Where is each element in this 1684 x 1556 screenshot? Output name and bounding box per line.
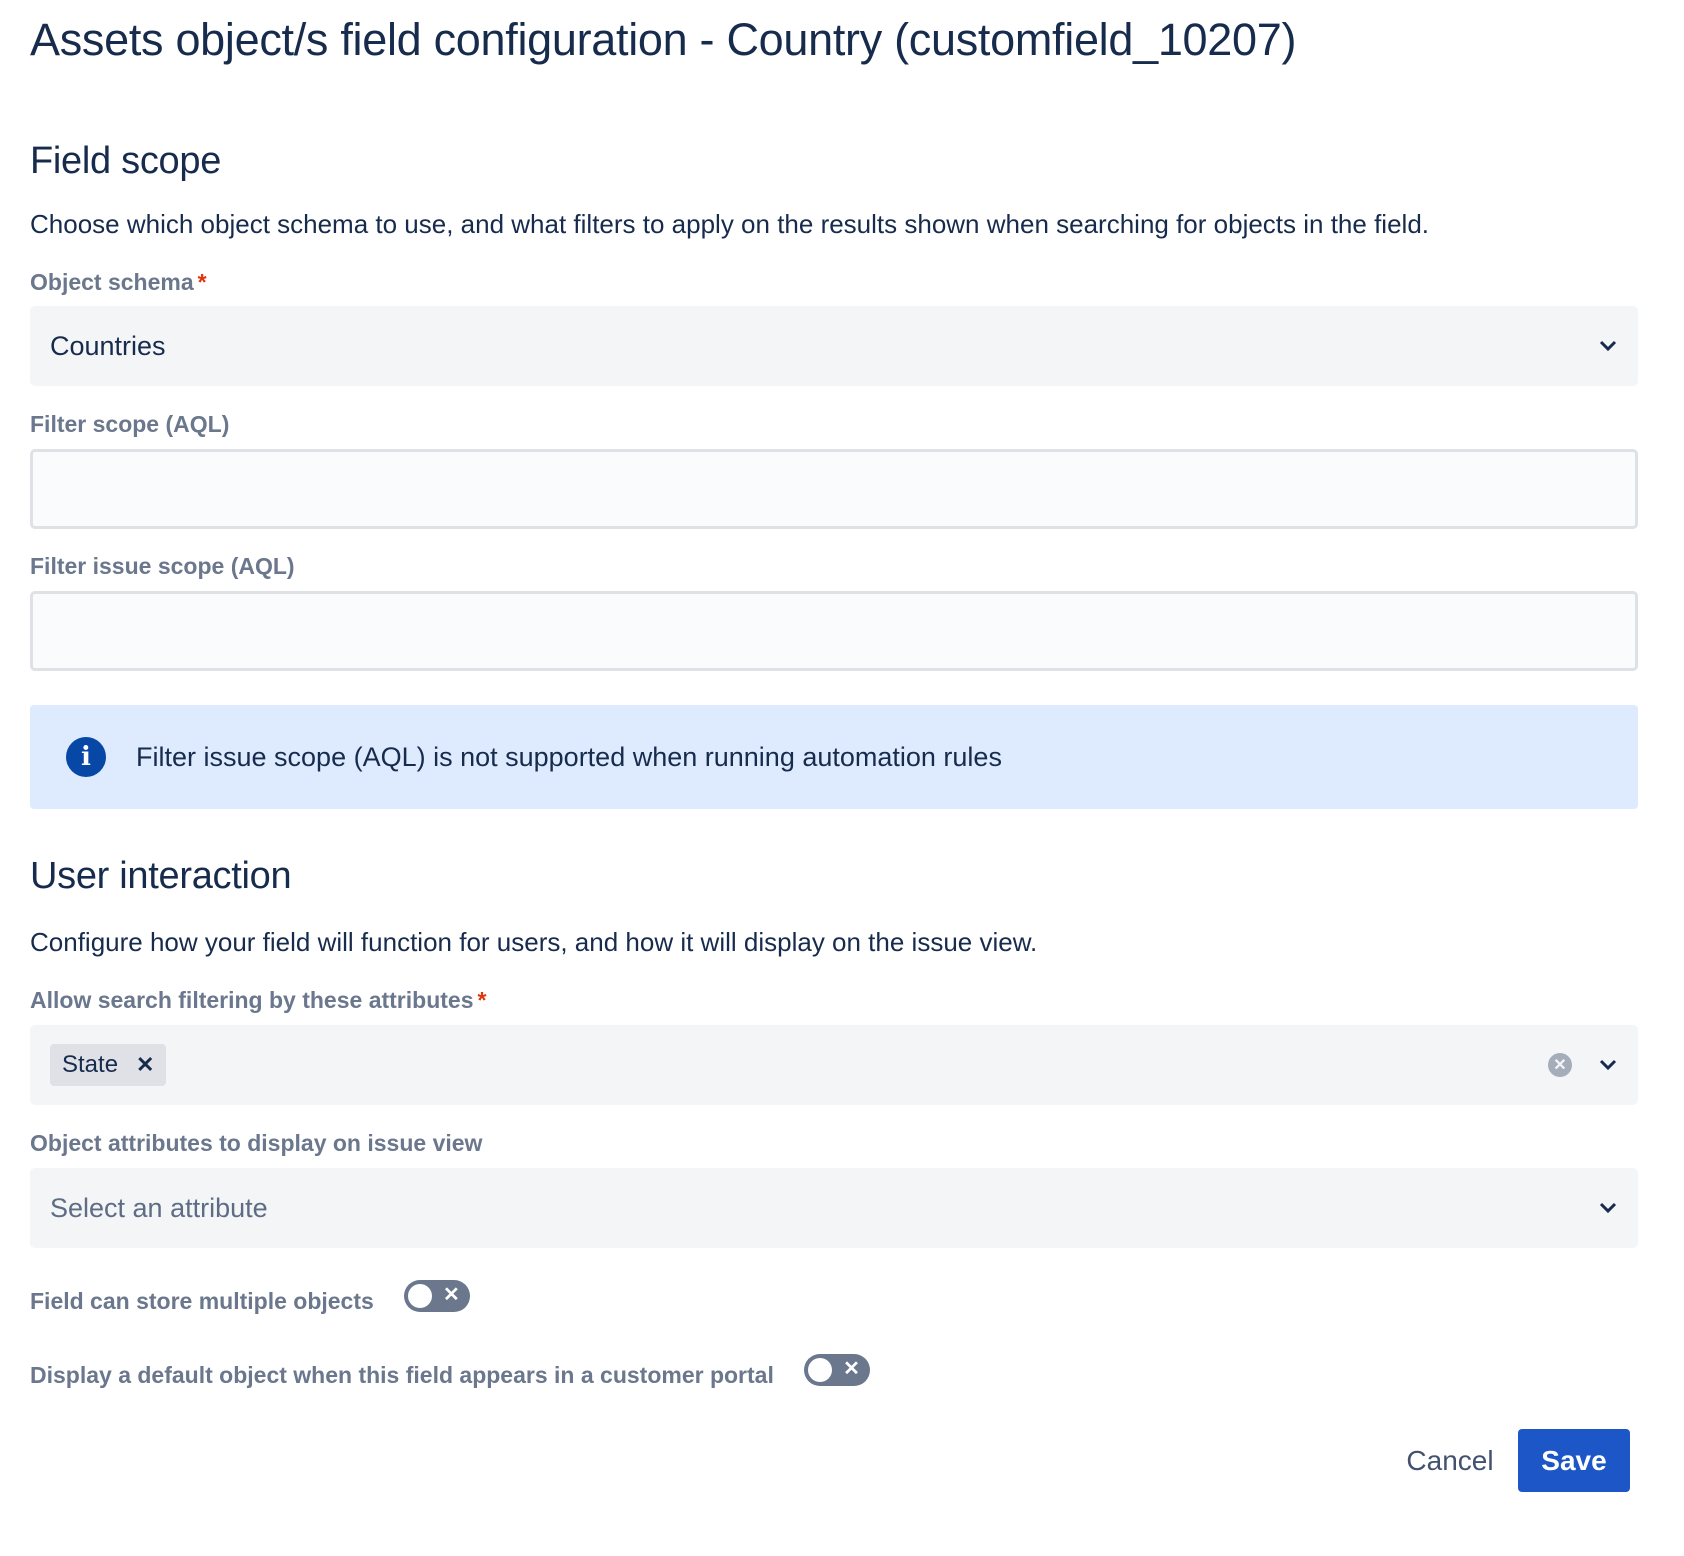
info-text: Filter issue scope (AQL) is not supporte… — [136, 741, 1002, 772]
user-interaction-description: Configure how your field will function f… — [30, 927, 1038, 957]
chevron-down-icon — [1598, 1198, 1618, 1218]
object-schema-value: Countries — [50, 330, 166, 361]
page-title: Assets object/s field configuration - Co… — [30, 14, 1297, 65]
display-attributes-select[interactable]: Select an attribute — [30, 1168, 1638, 1248]
field-scope-description: Choose which object schema to use, and w… — [30, 209, 1429, 239]
default-object-row: Display a default object when this field… — [30, 1350, 870, 1389]
filter-issue-scope-input[interactable] — [30, 591, 1638, 671]
multiple-objects-row: Field can store multiple objects ✕ — [30, 1276, 470, 1315]
filter-issue-scope-label: Filter issue scope (AQL) — [30, 553, 295, 579]
close-icon: ✕ — [843, 1357, 860, 1380]
close-icon: ✕ — [443, 1283, 460, 1306]
user-interaction-heading: User interaction — [30, 855, 292, 897]
remove-chip-icon[interactable]: ✕ — [136, 1052, 155, 1077]
filter-scope-label: Filter scope (AQL) — [30, 411, 230, 437]
info-icon: i — [66, 737, 106, 777]
search-attributes-label: Allow search filtering by these attribut… — [30, 987, 487, 1013]
multiple-objects-toggle[interactable]: ✕ — [403, 1279, 470, 1312]
chevron-down-icon — [1598, 1055, 1618, 1075]
save-button[interactable]: Save — [1518, 1429, 1630, 1492]
filter-scope-input[interactable] — [30, 449, 1638, 529]
search-attributes-select[interactable]: State ✕ ✕ — [30, 1025, 1638, 1105]
display-attributes-placeholder: Select an attribute — [50, 1192, 268, 1223]
display-attributes-label: Object attributes to display on issue vi… — [30, 1130, 483, 1156]
multiple-objects-label: Field can store multiple objects — [30, 1288, 374, 1314]
info-banner: i Filter issue scope (AQL) is not suppor… — [30, 705, 1638, 809]
chevron-down-icon — [1598, 336, 1618, 356]
clear-icon[interactable]: ✕ — [1548, 1053, 1572, 1077]
object-schema-select[interactable]: Countries — [30, 306, 1638, 386]
object-schema-label: Object schema * — [30, 269, 207, 295]
field-scope-heading: Field scope — [30, 140, 222, 182]
default-object-toggle[interactable]: ✕ — [803, 1353, 870, 1386]
cancel-button[interactable]: Cancel — [1406, 1444, 1494, 1476]
attribute-chip: State ✕ — [50, 1044, 167, 1086]
default-object-label: Display a default object when this field… — [30, 1362, 774, 1388]
